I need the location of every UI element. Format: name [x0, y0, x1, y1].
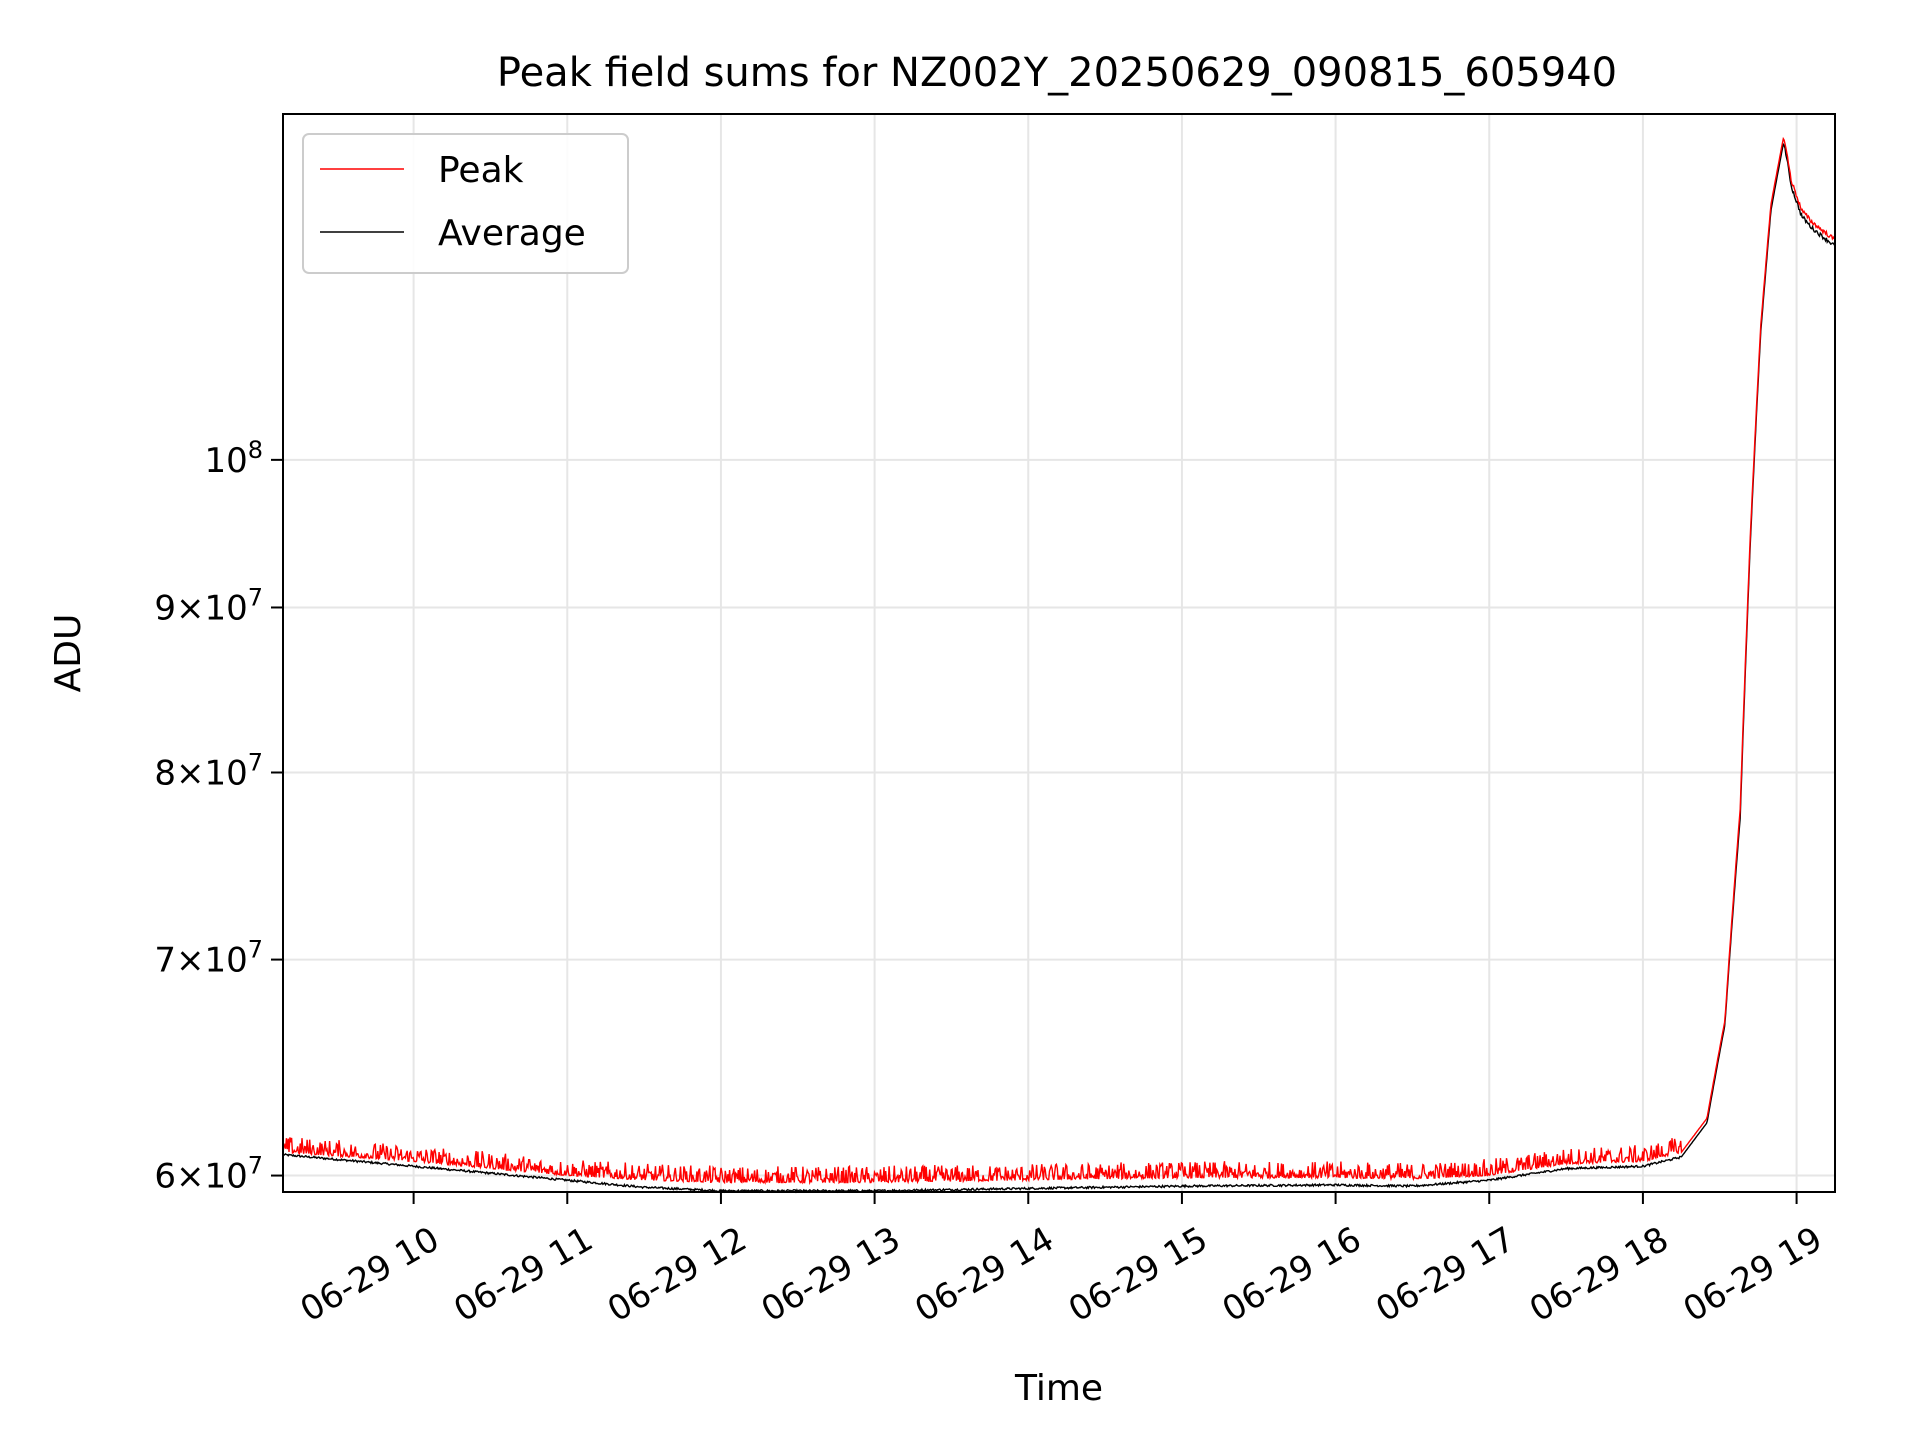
grid-lines — [283, 114, 1835, 1192]
series-layer — [282, 136, 1836, 1194]
series-line-average — [282, 142, 1836, 1194]
axes-frame — [282, 113, 1836, 1193]
x-axis-label: Time — [1014, 1368, 1103, 1409]
y-tick-label: 9×107 — [154, 583, 263, 628]
y-tick-label: 108 — [204, 436, 263, 481]
chart-title: Peak field sums for NZ002Y_20250629_0908… — [497, 50, 1617, 96]
legend-peak-label: Peak — [438, 150, 524, 191]
y-axis-label: ADU — [48, 614, 89, 693]
legend-average-label: Average — [438, 213, 586, 254]
y-axis-ticks: 6×107 7×107 8×107 9×107 108 — [154, 436, 283, 1197]
series-line-peak — [282, 136, 1836, 1186]
y-tick-label: 8×107 — [154, 749, 263, 794]
y-tick-label: 7×107 — [154, 936, 263, 981]
legend: Peak Average — [302, 133, 629, 274]
y-tick-label: 6×107 — [154, 1152, 263, 1197]
